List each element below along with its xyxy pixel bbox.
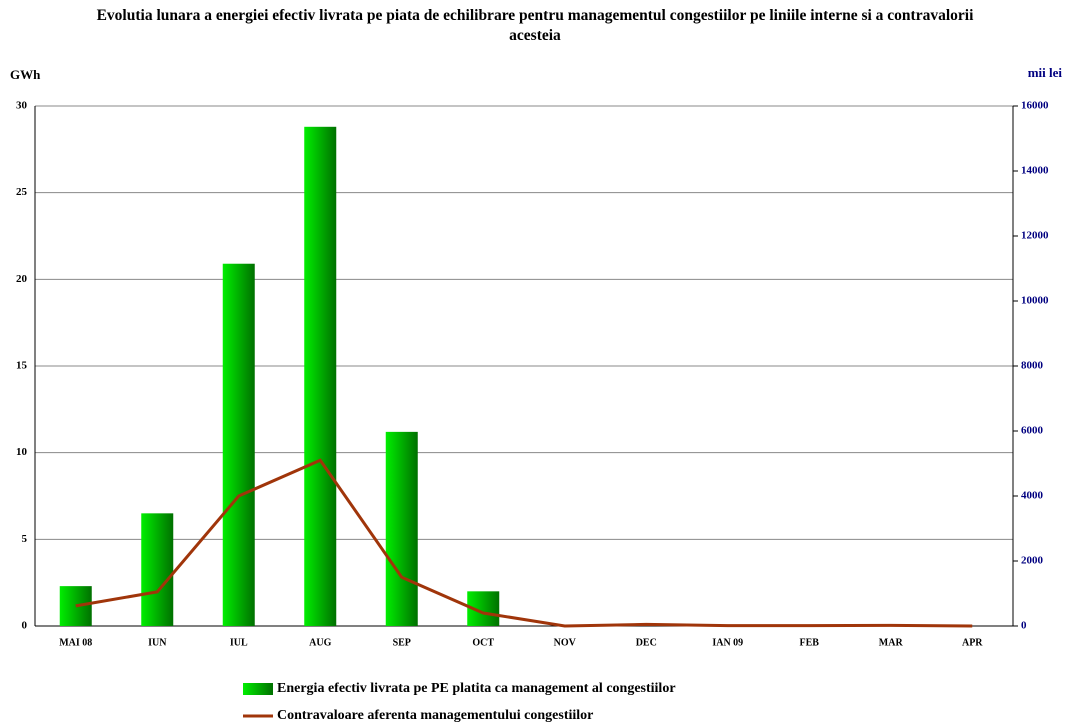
y-tick-label: 30 (16, 100, 28, 112)
y-tick-label: 0 (22, 620, 28, 632)
bar (59, 586, 92, 626)
y2-tick-label: 4000 (1021, 490, 1044, 502)
legend-label: Energia efectiv livrata pe PE platita ca… (277, 681, 676, 696)
y-tick-label: 10 (16, 446, 28, 458)
y-tick-label: 5 (22, 533, 28, 545)
x-tick-label: IUL (230, 637, 248, 648)
x-tick-label: OCT (472, 637, 494, 648)
y2-axis-label: mii lei (1028, 65, 1063, 80)
y-tick-label: 25 (16, 186, 28, 198)
chart-title: Evolutia lunara a energiei efectiv livra… (96, 7, 974, 44)
x-tick-label: IUN (148, 637, 167, 648)
x-tick-label: DEC (636, 637, 657, 648)
y2-tick-label: 6000 (1021, 425, 1044, 437)
x-tick-label: MAR (879, 637, 904, 648)
y2-tick-label: 12000 (1021, 230, 1049, 242)
x-tick-label: FEB (800, 637, 820, 648)
legend-label: Contravaloare aferenta managementului co… (277, 708, 593, 723)
x-tick-label: APR (962, 637, 983, 648)
y-tick-label: 20 (16, 273, 28, 285)
x-tick-label: SEP (393, 637, 411, 648)
y2-tick-label: 2000 (1021, 555, 1044, 567)
bar (222, 263, 255, 626)
x-tick-label: MAI 08 (59, 637, 92, 648)
x-tick-label: IAN 09 (712, 637, 743, 648)
y2-tick-label: 8000 (1021, 360, 1044, 372)
bar (304, 126, 337, 627)
bar (141, 513, 174, 626)
y2-tick-label: 14000 (1021, 165, 1049, 177)
y2-tick-label: 0 (1021, 620, 1027, 632)
y2-tick-label: 10000 (1021, 295, 1049, 307)
y-tick-label: 15 (16, 360, 28, 372)
legend-swatch (243, 683, 273, 695)
y2-tick-label: 16000 (1021, 100, 1049, 112)
y-axis-label: GWh (10, 67, 41, 82)
x-tick-label: AUG (309, 637, 331, 648)
line (75, 458, 973, 628)
bar (385, 431, 418, 626)
x-tick-label: NOV (554, 637, 577, 648)
